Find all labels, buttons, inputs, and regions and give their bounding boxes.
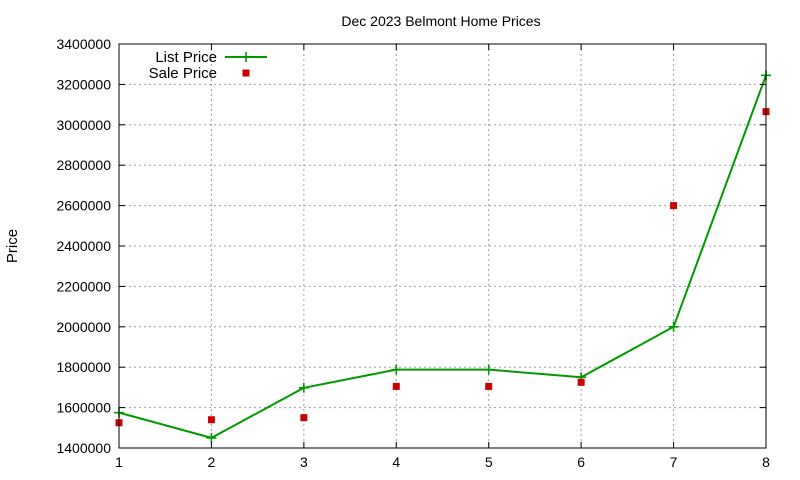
legend-marker-square (242, 69, 250, 77)
x-tick-label: 1 (115, 454, 123, 470)
series-1 (115, 108, 770, 427)
data-point-square (670, 202, 678, 210)
plot-frame (118, 43, 767, 449)
y-tick-label: 3000000 (56, 117, 111, 133)
series-layer (114, 70, 771, 443)
data-point-plus (391, 364, 402, 375)
y-axis-label: Price (4, 229, 21, 263)
y-tick-label: 1400000 (56, 440, 111, 456)
y-tick-label: 2000000 (56, 319, 111, 335)
x-tick-label: 3 (300, 454, 308, 470)
y-tick-label: 2600000 (56, 198, 111, 214)
chart-title: Dec 2023 Belmont Home Prices (341, 13, 540, 29)
legend-label: Sale Price (149, 65, 217, 82)
y-tick-label: 3400000 (56, 36, 111, 52)
series-line (118, 74, 767, 439)
y-tick-label: 3200000 (56, 76, 111, 92)
legend-marker-plus (241, 52, 251, 62)
y-tick-label: 2800000 (56, 157, 111, 173)
legend-label: List Price (155, 49, 217, 66)
x-tick-label: 4 (392, 454, 400, 470)
data-point-plus (298, 382, 309, 393)
series-0 (114, 70, 771, 443)
data-point-plus (483, 364, 494, 375)
x-tick-label: 2 (208, 454, 216, 470)
data-point-plus (668, 321, 679, 332)
data-point-square (300, 414, 308, 422)
x-tick-label: 8 (762, 454, 770, 470)
ticks: 1 2 3 4 5 6 7 8 1400000 1600000 1800000 2000000 2200… (56, 36, 770, 470)
y-tick-label: 2400000 (56, 238, 111, 254)
x-tick-label: 5 (485, 454, 493, 470)
x-tick-label: 7 (670, 454, 678, 470)
y-tick-label: 2200000 (56, 278, 111, 294)
data-point-square (207, 416, 215, 424)
grid (119, 44, 766, 448)
data-point-square (577, 378, 585, 386)
data-point-plus (206, 432, 217, 443)
data-point-square (485, 382, 493, 390)
y-tick-label: 1600000 (56, 400, 111, 416)
data-point-square (392, 382, 400, 390)
y-tick-label: 1800000 (56, 359, 111, 375)
x-tick-label: 6 (577, 454, 585, 470)
